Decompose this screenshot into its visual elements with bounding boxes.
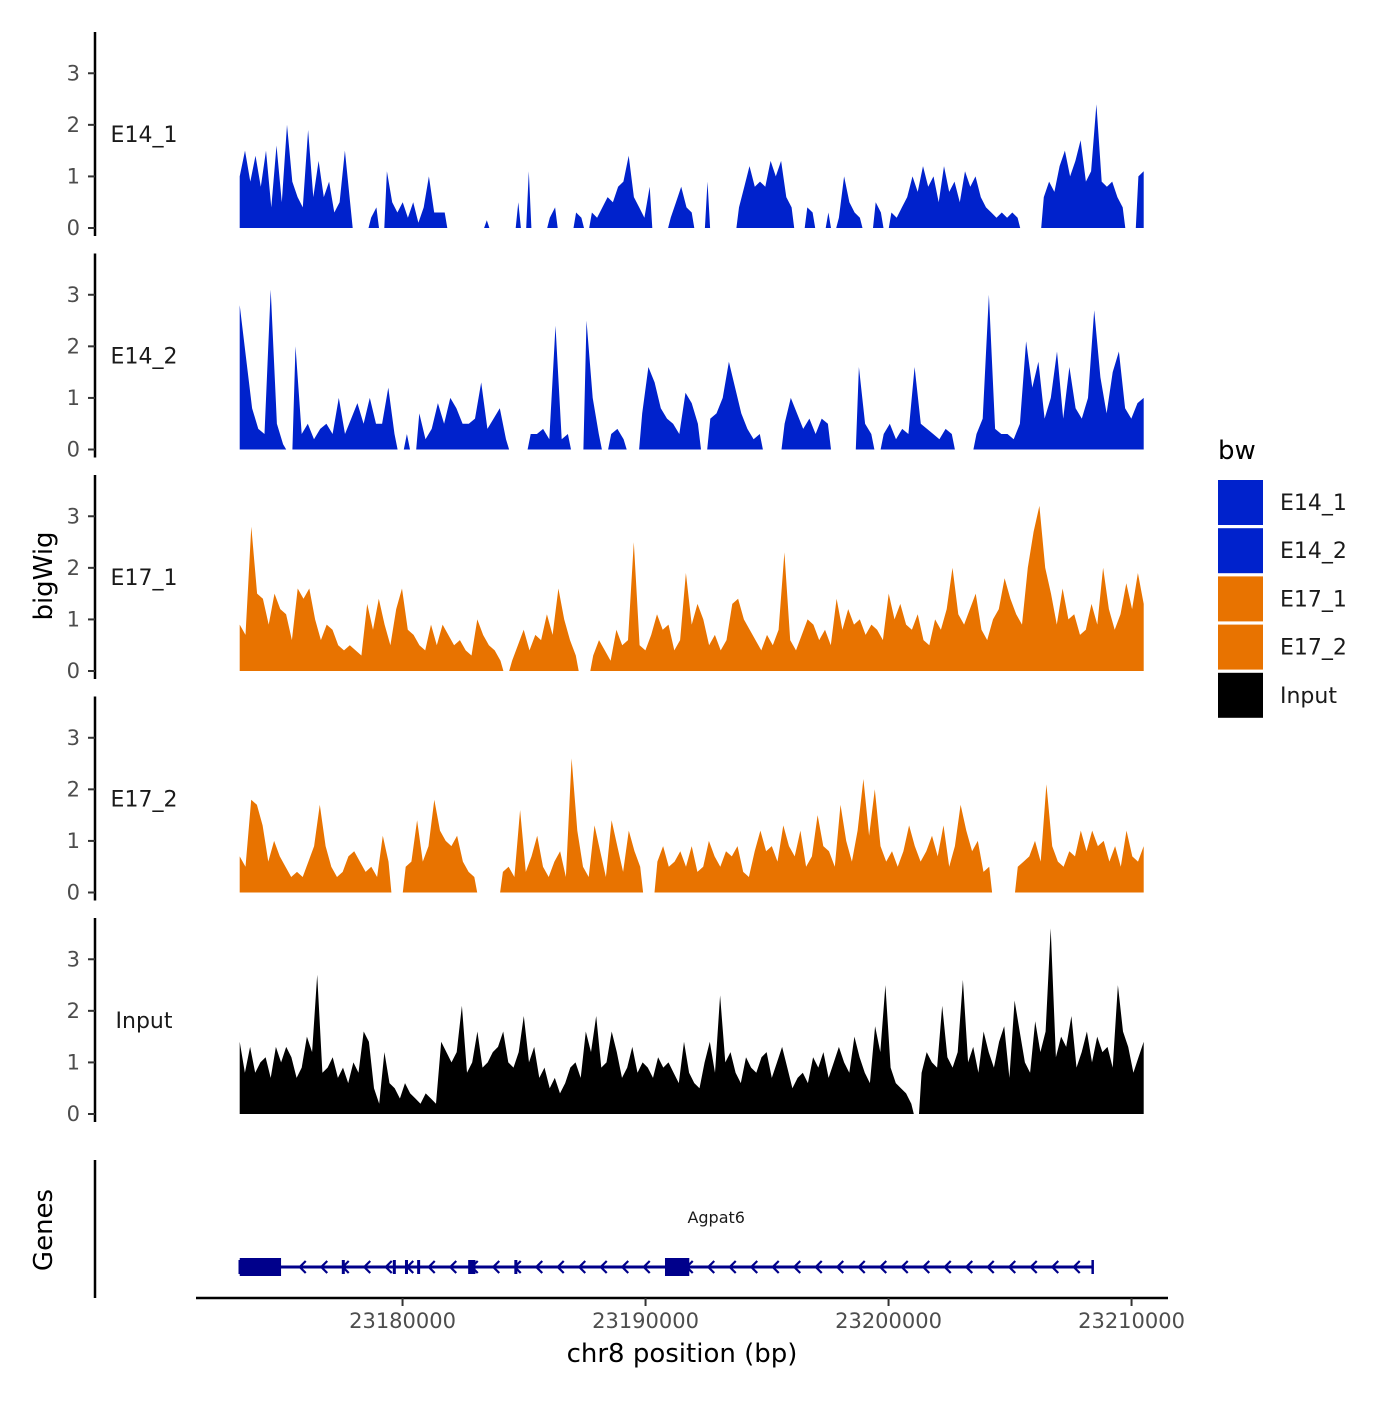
legend: E14_1 E14_2 E17_1 E17_2 Input: [1218, 480, 1347, 718]
strand-arrow: [900, 1260, 909, 1274]
x-tick-label: 23190000: [592, 1309, 699, 1333]
legend-label: E14_2: [1280, 539, 1347, 564]
strand-arrow: [448, 1260, 458, 1274]
x-tick-label: 23210000: [1078, 1309, 1185, 1333]
genes-track-title: Genes: [29, 1189, 59, 1271]
strand-arrow: [599, 1260, 608, 1274]
y-tick-label: 3: [67, 726, 80, 750]
legend-swatch-e17_1: [1218, 576, 1263, 622]
legend-title: bw: [1218, 436, 1256, 466]
y-tick-label: 2: [67, 777, 80, 801]
exon-block: [239, 1258, 282, 1276]
coverage-area-e17_1: [239, 505, 1144, 671]
coverage-area-e14_1: [239, 104, 1144, 228]
legend-label: E14_1: [1280, 491, 1347, 516]
track-e14_2: 0 1 2 3 E14_2: [67, 253, 1144, 462]
y-tick-label: 1: [67, 1050, 80, 1074]
track-e17_1: 0 1 2 3 E17_1: [67, 475, 1144, 683]
strand-arrow: [1029, 1260, 1038, 1274]
strand-arrow: [362, 1260, 372, 1274]
strand-arrow: [1072, 1260, 1081, 1274]
strand-arrow: [1050, 1260, 1060, 1274]
y-tick-label: 2: [67, 556, 80, 580]
gene-track: Agpat6: [93, 1160, 1094, 1298]
legend-label: E17_1: [1280, 587, 1347, 612]
legend-swatch-e17_2: [1218, 624, 1263, 670]
x-axis-title: chr8 position (bp): [567, 1339, 798, 1369]
strand-arrow: [384, 1260, 393, 1274]
y-axis-title: bigWig: [29, 531, 59, 620]
legend-swatch-e14_1: [1218, 480, 1263, 525]
tracks-layer: 0 1 2 3 E14_1 0 1 2 3 E14_2 0 1 2 3 E17_1 0 1 2 3 E17_2 0 1 2 3…: [67, 32, 1144, 1126]
track-label: E14_1: [111, 123, 178, 148]
track-e14_1: 0 1 2 3 E14_1: [67, 32, 1144, 240]
y-tick-label: 1: [67, 386, 80, 410]
y-tick-label: 0: [67, 1102, 80, 1126]
legend-label: E17_2: [1280, 636, 1347, 661]
track-label: E17_2: [111, 788, 178, 813]
coverage-area-e14_2: [239, 289, 1144, 450]
strand-arrow: [792, 1260, 802, 1274]
strand-arrow: [878, 1260, 888, 1274]
strand-arrow: [427, 1260, 436, 1274]
y-tick-label: 3: [67, 283, 80, 307]
exon-block: [392, 1260, 396, 1274]
strand-arrow: [491, 1260, 501, 1274]
y-tick-label: 2: [67, 113, 80, 137]
y-tick-label: 2: [67, 334, 80, 358]
y-tick-label: 3: [67, 947, 80, 971]
track-label: Input: [116, 1009, 173, 1034]
strand-arrow: [921, 1260, 931, 1274]
strand-arrow: [319, 1260, 329, 1274]
strand-arrow: [620, 1260, 630, 1274]
coverage-area-e17_2: [239, 758, 1144, 893]
y-tick-label: 0: [67, 216, 80, 240]
strand-arrow: [857, 1260, 866, 1274]
y-tick-label: 0: [67, 881, 80, 905]
exon-block: [664, 1258, 690, 1276]
strand-arrow: [986, 1260, 995, 1274]
strand-arrow: [534, 1260, 544, 1274]
legend-label: Input: [1280, 684, 1337, 709]
strand-arrow: [577, 1260, 587, 1274]
y-tick-label: 1: [67, 607, 80, 631]
track-e17_2: 0 1 2 3 E17_2: [67, 696, 1144, 905]
y-tick-label: 2: [67, 999, 80, 1023]
y-tick-label: 0: [67, 659, 80, 683]
track-label: E14_2: [111, 345, 178, 370]
exon-block: [341, 1260, 345, 1274]
x-tick-label: 23180000: [349, 1309, 456, 1333]
strand-arrow: [642, 1260, 651, 1274]
track-input: 0 1 2 3 Input: [67, 918, 1144, 1126]
legend-swatch-input: [1218, 672, 1263, 718]
strand-arrow: [728, 1260, 737, 1274]
y-tick-label: 3: [67, 504, 80, 528]
y-tick-label: 1: [67, 829, 80, 853]
strand-arrow: [1007, 1260, 1017, 1274]
strand-arrow: [943, 1260, 952, 1274]
gene-name-label: Agpat6: [687, 1208, 745, 1227]
legend-swatch-e14_2: [1218, 528, 1263, 574]
track-label: E17_1: [111, 566, 178, 591]
strand-arrow: [771, 1260, 780, 1274]
exon-block: [404, 1260, 408, 1274]
exon-block: [417, 1260, 421, 1274]
y-tick-label: 1: [67, 164, 80, 188]
y-tick-label: 0: [67, 438, 80, 462]
strand-arrow: [835, 1260, 845, 1274]
strand-arrow: [706, 1260, 716, 1274]
strand-arrow: [298, 1260, 307, 1274]
strand-arrow: [814, 1260, 823, 1274]
strand-arrow: [556, 1260, 565, 1274]
x-axis: 23180000 23190000 23200000 23210000: [196, 1296, 1185, 1333]
strand-arrow: [749, 1260, 759, 1274]
y-tick-label: 3: [67, 61, 80, 85]
strand-arrow: [964, 1260, 974, 1274]
coverage-area-input: [239, 928, 1144, 1114]
exon-block: [468, 1260, 476, 1274]
x-tick-label: 23200000: [835, 1309, 942, 1333]
exon-block: [514, 1260, 518, 1274]
